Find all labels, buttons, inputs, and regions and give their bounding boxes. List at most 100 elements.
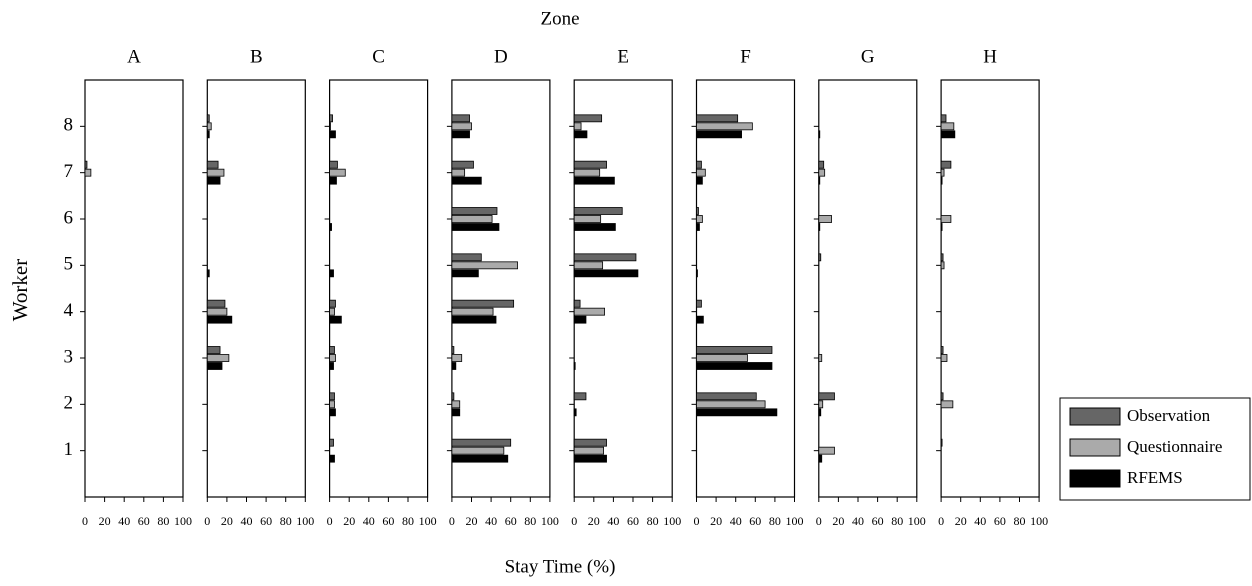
bar (940, 438, 943, 447)
bar (696, 269, 698, 278)
panel-frame (818, 79, 918, 498)
bar (451, 176, 482, 185)
x-tick-label: 40 (241, 514, 253, 528)
y-tick-label: 3 (64, 346, 74, 367)
panel-frame (940, 79, 1040, 498)
bar (451, 362, 457, 370)
bar (329, 130, 336, 139)
bar (329, 392, 335, 401)
bar (451, 400, 461, 409)
bar (84, 160, 88, 169)
bar (818, 446, 835, 455)
x-tick-label: 60 (872, 514, 884, 528)
bar (573, 176, 615, 185)
x-tick-label: 20 (466, 514, 478, 528)
x-tick-label: 80 (402, 514, 414, 528)
bar (696, 223, 700, 231)
bar (940, 130, 956, 139)
bar (206, 176, 221, 185)
x-tick-label: 60 (260, 514, 272, 528)
panel-frame (573, 79, 673, 498)
bar (940, 215, 952, 223)
bar (329, 346, 335, 354)
bar (940, 176, 943, 185)
bar (206, 160, 219, 169)
bar (451, 299, 515, 308)
x-tick-label: 40 (118, 514, 130, 528)
x-tick-label: 100 (419, 514, 437, 528)
bar (573, 269, 639, 278)
bar (573, 454, 607, 463)
bar (573, 362, 576, 370)
chart-title: Zone (540, 8, 579, 29)
bar (940, 400, 954, 409)
legend-label: RFEMS (1127, 468, 1183, 487)
x-tick-label: 60 (138, 514, 150, 528)
panel-title: F (740, 46, 751, 67)
x-tick-label: 80 (524, 514, 536, 528)
bar (696, 130, 742, 139)
bar (818, 176, 821, 185)
x-tick-label: 80 (891, 514, 903, 528)
bar (573, 215, 602, 223)
bar (696, 160, 702, 169)
bar (329, 315, 342, 324)
bar (696, 392, 757, 401)
panel-title: A (127, 46, 141, 67)
bar (329, 269, 334, 278)
bar (206, 346, 221, 354)
bar (696, 168, 706, 177)
bar (451, 122, 472, 131)
x-tick-label: 60 (749, 514, 761, 528)
bar (329, 223, 332, 231)
x-tick-label: 40 (363, 514, 375, 528)
bar (818, 130, 821, 139)
bar (940, 354, 948, 362)
bar (451, 207, 498, 215)
bar (696, 400, 766, 409)
x-tick-label: 20 (710, 514, 722, 528)
panel-title: E (617, 46, 629, 67)
x-tick-label: 20 (343, 514, 355, 528)
x-tick-label: 100 (786, 514, 804, 528)
bar (818, 168, 826, 177)
bar (573, 446, 605, 455)
bar (940, 160, 952, 169)
x-tick-label: 100 (663, 514, 681, 528)
bar (573, 438, 607, 447)
x-tick-label: 0 (694, 514, 700, 528)
x-tick-label: 100 (296, 514, 314, 528)
bar (573, 122, 582, 131)
bar (696, 408, 778, 417)
bar (940, 261, 945, 270)
bar (329, 160, 338, 169)
bar (451, 354, 463, 362)
x-tick-label: 0 (571, 514, 577, 528)
bar (451, 160, 474, 169)
bar (329, 354, 336, 362)
x-tick-label: 0 (82, 514, 88, 528)
panel-frame (695, 79, 796, 498)
bar (696, 114, 739, 123)
x-tick-label: 20 (588, 514, 600, 528)
bar (329, 299, 336, 308)
bar (451, 315, 497, 324)
bar (451, 408, 461, 417)
bar (329, 307, 335, 316)
x-tick-label: 80 (769, 514, 781, 528)
bar (206, 299, 226, 308)
bar (818, 400, 824, 409)
bar (206, 315, 233, 324)
bar (940, 253, 944, 262)
bar (329, 438, 334, 447)
bar (696, 299, 702, 308)
bar (329, 400, 335, 409)
x-tick-label: 80 (647, 514, 659, 528)
bar (329, 408, 336, 417)
bar (818, 392, 835, 401)
x-tick-label: 80 (157, 514, 169, 528)
bar (206, 362, 223, 370)
bar (696, 176, 703, 185)
bar (451, 446, 505, 455)
bar (696, 122, 753, 131)
